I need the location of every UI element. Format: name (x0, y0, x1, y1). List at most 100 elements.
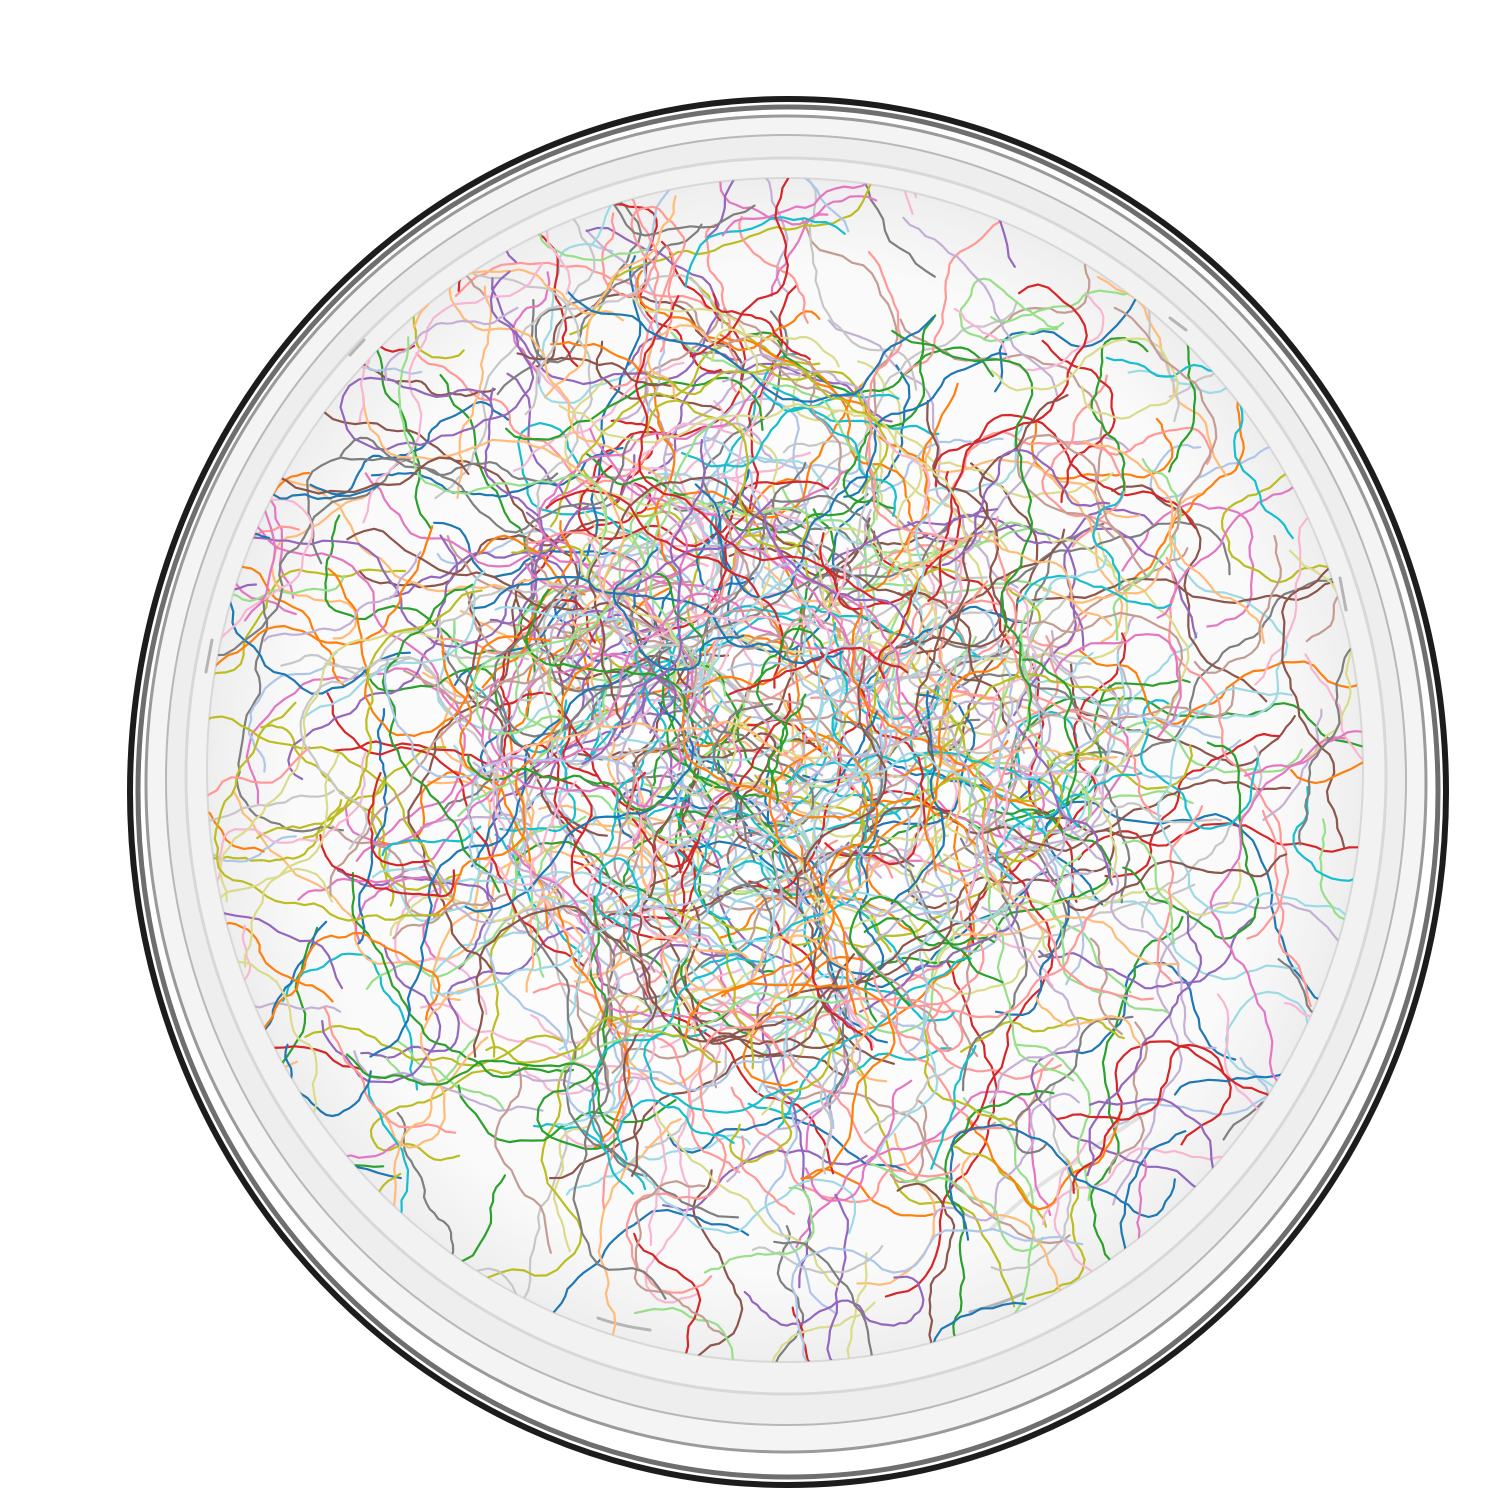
track (856, 1132, 936, 1286)
track (772, 527, 916, 740)
track (691, 451, 811, 681)
track (756, 627, 824, 805)
track (622, 643, 702, 738)
track (491, 226, 720, 386)
track (514, 897, 724, 1026)
track (207, 318, 277, 622)
track (256, 776, 386, 840)
track (572, 997, 667, 1300)
track (1102, 861, 1242, 917)
track (1210, 178, 1338, 246)
track (556, 907, 631, 1149)
track (1193, 534, 1282, 674)
track (636, 803, 855, 1043)
track (960, 1016, 1125, 1053)
track (989, 586, 1038, 848)
track (613, 714, 716, 888)
track (556, 500, 772, 638)
track (545, 178, 697, 295)
track (297, 178, 374, 183)
track (712, 293, 811, 361)
track (612, 548, 745, 671)
track (1017, 727, 1114, 886)
track (614, 601, 715, 820)
track (662, 1149, 868, 1212)
track (1124, 389, 1245, 592)
track (484, 387, 546, 625)
track (866, 251, 975, 542)
track (740, 1135, 796, 1215)
track (512, 361, 685, 472)
dish-notches (204, 316, 1348, 1332)
track (516, 352, 677, 387)
track (354, 875, 442, 959)
track (982, 807, 1112, 939)
track (270, 492, 371, 640)
track (873, 903, 1098, 1019)
track (448, 252, 671, 481)
track (766, 573, 812, 654)
track (511, 271, 551, 384)
track (633, 1160, 857, 1235)
track (1104, 732, 1280, 878)
track (1086, 910, 1202, 1177)
track (1042, 993, 1268, 1225)
track (1229, 1252, 1325, 1317)
track (843, 352, 1008, 498)
track (389, 551, 582, 642)
track (501, 1127, 569, 1323)
track (1319, 818, 1363, 953)
track (614, 610, 753, 705)
track (1035, 996, 1142, 1047)
track (931, 507, 1155, 545)
track (573, 847, 697, 920)
track (496, 199, 642, 396)
track (351, 872, 574, 1079)
track (770, 494, 883, 601)
track (329, 651, 544, 898)
track (472, 761, 556, 934)
track (1262, 708, 1323, 821)
track (302, 589, 483, 839)
track (467, 754, 675, 812)
track (826, 1193, 1050, 1362)
track (525, 524, 692, 599)
track (762, 391, 900, 413)
track (848, 895, 1004, 1007)
track (941, 449, 1111, 567)
track (833, 717, 915, 868)
track (287, 534, 459, 781)
track (895, 399, 1008, 649)
track (403, 618, 698, 711)
track (756, 857, 789, 1058)
track (793, 648, 885, 786)
track (986, 653, 1092, 666)
track (958, 277, 1065, 343)
track (636, 269, 821, 352)
track (858, 645, 987, 756)
track (247, 651, 338, 773)
track (396, 1040, 505, 1110)
track (906, 537, 977, 690)
track (744, 861, 881, 1040)
track (646, 608, 796, 685)
track (345, 1053, 618, 1134)
track (1015, 1015, 1134, 1155)
track (281, 952, 419, 1091)
track (1007, 696, 1363, 789)
track (892, 684, 1131, 840)
track (494, 1066, 552, 1254)
track (938, 580, 1000, 701)
track (321, 944, 442, 1084)
track (1209, 736, 1346, 1104)
track (644, 1000, 748, 1304)
track (684, 900, 959, 1057)
track (902, 216, 1059, 397)
track (1082, 440, 1265, 644)
track (689, 178, 801, 358)
track (857, 0, 1009, 90)
track (813, 729, 996, 914)
track (687, 1009, 961, 1178)
track (1140, 699, 1259, 830)
track (660, 840, 888, 1044)
